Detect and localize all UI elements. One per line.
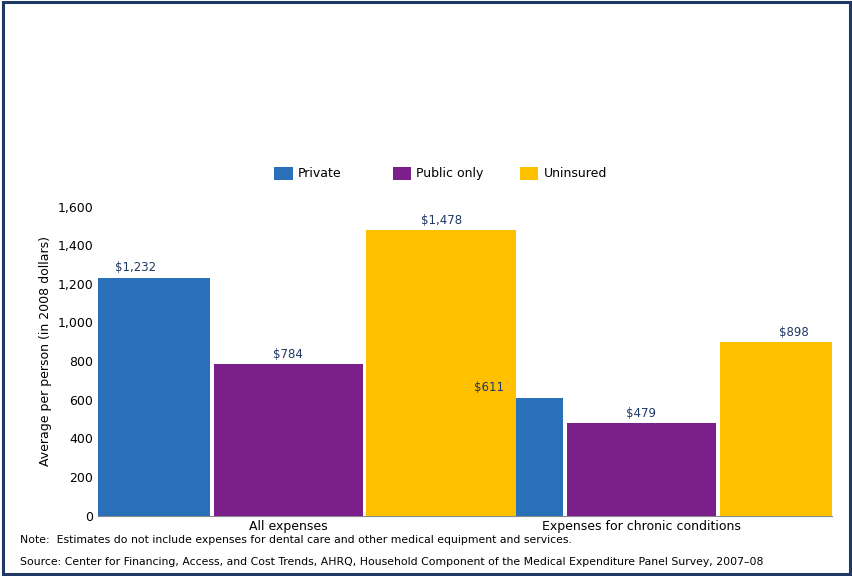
Text: Uninsured: Uninsured bbox=[543, 167, 606, 180]
Bar bbox=[519, 167, 538, 180]
Bar bbox=[392, 167, 411, 180]
Text: $898: $898 bbox=[779, 325, 809, 339]
Text: Note:  Estimates do not include expenses for dental care and other medical equip: Note: Estimates do not include expenses … bbox=[20, 535, 571, 545]
Text: AHRQ: AHRQ bbox=[119, 36, 177, 54]
Text: Figure 5. Average annual out-of-pocket health care
expenditures for adults ages : Figure 5. Average annual out-of-pocket h… bbox=[269, 39, 751, 105]
Text: Excellence in: Excellence in bbox=[124, 103, 173, 112]
Text: Source: Center for Financing, Access, and Cost Trends, AHRQ, Household Component: Source: Center for Financing, Access, an… bbox=[20, 557, 762, 567]
FancyBboxPatch shape bbox=[91, 10, 206, 145]
Text: Public only: Public only bbox=[416, 167, 483, 180]
Bar bbox=[60, 278, 210, 516]
Bar bbox=[366, 230, 515, 516]
Text: $479: $479 bbox=[625, 407, 656, 419]
Text: HHS: HHS bbox=[35, 65, 58, 75]
Bar bbox=[719, 342, 852, 516]
Bar bbox=[273, 167, 292, 180]
Text: Private: Private bbox=[297, 167, 341, 180]
Text: $784: $784 bbox=[273, 348, 302, 361]
Text: $1,478: $1,478 bbox=[420, 214, 461, 226]
Bar bbox=[213, 364, 363, 516]
Y-axis label: Average per person (in 2008 dollars): Average per person (in 2008 dollars) bbox=[38, 236, 52, 467]
Text: Advancing: Advancing bbox=[128, 85, 169, 94]
Bar bbox=[566, 423, 716, 516]
Text: $1,232: $1,232 bbox=[115, 261, 156, 274]
Bar bbox=[413, 397, 562, 516]
FancyBboxPatch shape bbox=[7, 10, 87, 145]
Text: Health Care: Health Care bbox=[125, 121, 171, 130]
Text: $611: $611 bbox=[473, 381, 503, 394]
